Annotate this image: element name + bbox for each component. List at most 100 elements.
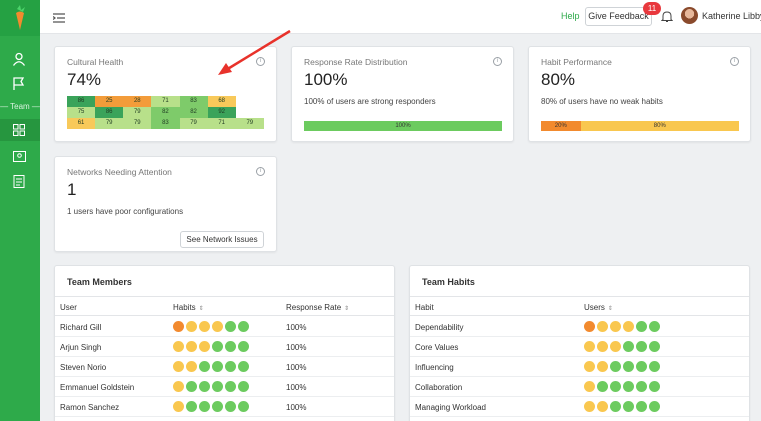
collapse-menu-icon[interactable]	[52, 11, 65, 23]
row-name[interactable]: Arjun Singh	[60, 343, 102, 352]
row-name[interactable]: Dependability	[415, 323, 464, 332]
row-name[interactable]: Core Values	[415, 343, 459, 352]
habit-dot[interactable]	[186, 381, 197, 392]
dashboard-icon[interactable]	[8, 120, 30, 140]
habit-dot[interactable]	[199, 321, 210, 332]
id-card-icon[interactable]	[8, 146, 30, 166]
table-row[interactable]: Core Values	[410, 337, 749, 357]
carrot-logo[interactable]	[0, 0, 40, 36]
habit-dot[interactable]	[649, 361, 660, 372]
habit-dot[interactable]	[610, 341, 621, 352]
sort-icon[interactable]: ⇕	[198, 306, 204, 312]
habit-dot[interactable]	[212, 341, 223, 352]
habit-dot[interactable]	[623, 401, 634, 412]
row-name[interactable]: Collaboration	[415, 383, 463, 392]
info-icon[interactable]: i	[256, 167, 265, 176]
habit-dot[interactable]	[584, 321, 595, 332]
see-network-issues-button[interactable]: See Network Issues	[180, 231, 264, 248]
habit-dot[interactable]	[212, 321, 223, 332]
column-users[interactable]: Users ⇕	[584, 303, 613, 312]
row-name[interactable]: Steven Norio	[60, 363, 107, 372]
bell-icon[interactable]	[660, 10, 674, 23]
habit-dot[interactable]	[623, 321, 634, 332]
habit-dot[interactable]	[225, 341, 236, 352]
sort-icon[interactable]: ⇕	[344, 306, 350, 312]
user-name[interactable]: Katherine Libby	[702, 11, 761, 21]
habit-dot[interactable]	[636, 321, 647, 332]
habit-dot[interactable]	[610, 361, 621, 372]
habit-dot[interactable]	[238, 361, 249, 372]
info-icon[interactable]: i	[730, 57, 739, 66]
habit-dot[interactable]	[649, 401, 660, 412]
habit-dot[interactable]	[199, 401, 210, 412]
column-habit[interactable]: Habit	[415, 303, 434, 312]
row-name[interactable]: Influencing	[415, 363, 454, 372]
habit-dot[interactable]	[623, 361, 634, 372]
table-row[interactable]: Arjun Singh 100%	[55, 337, 394, 357]
habit-dot[interactable]	[597, 341, 608, 352]
habit-dot[interactable]	[173, 361, 184, 372]
info-icon[interactable]: i	[493, 57, 502, 66]
habit-dot[interactable]	[225, 361, 236, 372]
habit-dot[interactable]	[212, 361, 223, 372]
habit-dot[interactable]	[584, 401, 595, 412]
habit-dot[interactable]	[610, 401, 621, 412]
column-habits[interactable]: Habits ⇕	[173, 303, 204, 312]
habit-dot[interactable]	[636, 381, 647, 392]
habit-dot[interactable]	[584, 381, 595, 392]
habit-dot[interactable]	[186, 401, 197, 412]
help-link[interactable]: Help	[561, 11, 580, 21]
table-row[interactable]: Managing Workload	[410, 397, 749, 417]
report-icon[interactable]	[8, 171, 30, 191]
table-row[interactable]: Dependability	[410, 317, 749, 337]
habit-dot[interactable]	[186, 341, 197, 352]
habit-dot[interactable]	[225, 321, 236, 332]
table-row[interactable]: Influencing	[410, 357, 749, 377]
table-row[interactable]: Emmanuel Goldstein 100%	[55, 377, 394, 397]
info-icon[interactable]: i	[256, 57, 265, 66]
habit-dot[interactable]	[597, 361, 608, 372]
habit-dot[interactable]	[584, 361, 595, 372]
habit-dot[interactable]	[610, 381, 621, 392]
habit-dot[interactable]	[173, 321, 184, 332]
habit-dot[interactable]	[186, 321, 197, 332]
habit-dot[interactable]	[610, 321, 621, 332]
table-row[interactable]: Steven Norio 100%	[55, 357, 394, 377]
row-name[interactable]: Emmanuel Goldstein	[60, 383, 135, 392]
habit-dot[interactable]	[623, 381, 634, 392]
user-icon[interactable]	[8, 49, 30, 69]
habit-dot[interactable]	[186, 361, 197, 372]
give-feedback-button[interactable]: Give Feedback	[585, 7, 652, 26]
table-row[interactable]: Ramon Sanchez 100%	[55, 397, 394, 417]
habit-dot[interactable]	[597, 401, 608, 412]
habit-dot[interactable]	[225, 401, 236, 412]
flag-icon[interactable]	[8, 74, 30, 94]
column-response-rate[interactable]: Response Rate ⇕	[286, 303, 349, 312]
habit-dot[interactable]	[649, 321, 660, 332]
habit-dot[interactable]	[597, 381, 608, 392]
habit-dot[interactable]	[238, 381, 249, 392]
habit-dot[interactable]	[199, 341, 210, 352]
table-row[interactable]: Richard Gill 100%	[55, 317, 394, 337]
habit-dot[interactable]	[636, 341, 647, 352]
row-name[interactable]: Richard Gill	[60, 323, 102, 332]
habit-dot[interactable]	[238, 401, 249, 412]
habit-dot[interactable]	[173, 341, 184, 352]
row-name[interactable]: Ramon Sanchez	[60, 403, 120, 412]
habit-dot[interactable]	[649, 381, 660, 392]
habit-dot[interactable]	[199, 381, 210, 392]
habit-dot[interactable]	[173, 381, 184, 392]
habit-dot[interactable]	[636, 361, 647, 372]
habit-dot[interactable]	[173, 401, 184, 412]
avatar[interactable]	[681, 7, 698, 24]
row-name[interactable]: Managing Workload	[415, 403, 487, 412]
habit-dot[interactable]	[212, 381, 223, 392]
habit-dot[interactable]	[649, 341, 660, 352]
habit-dot[interactable]	[225, 381, 236, 392]
habit-dot[interactable]	[623, 341, 634, 352]
habit-dot[interactable]	[597, 321, 608, 332]
habit-dot[interactable]	[212, 401, 223, 412]
habit-dot[interactable]	[199, 361, 210, 372]
table-row[interactable]: Collaboration	[410, 377, 749, 397]
habit-dot[interactable]	[584, 341, 595, 352]
